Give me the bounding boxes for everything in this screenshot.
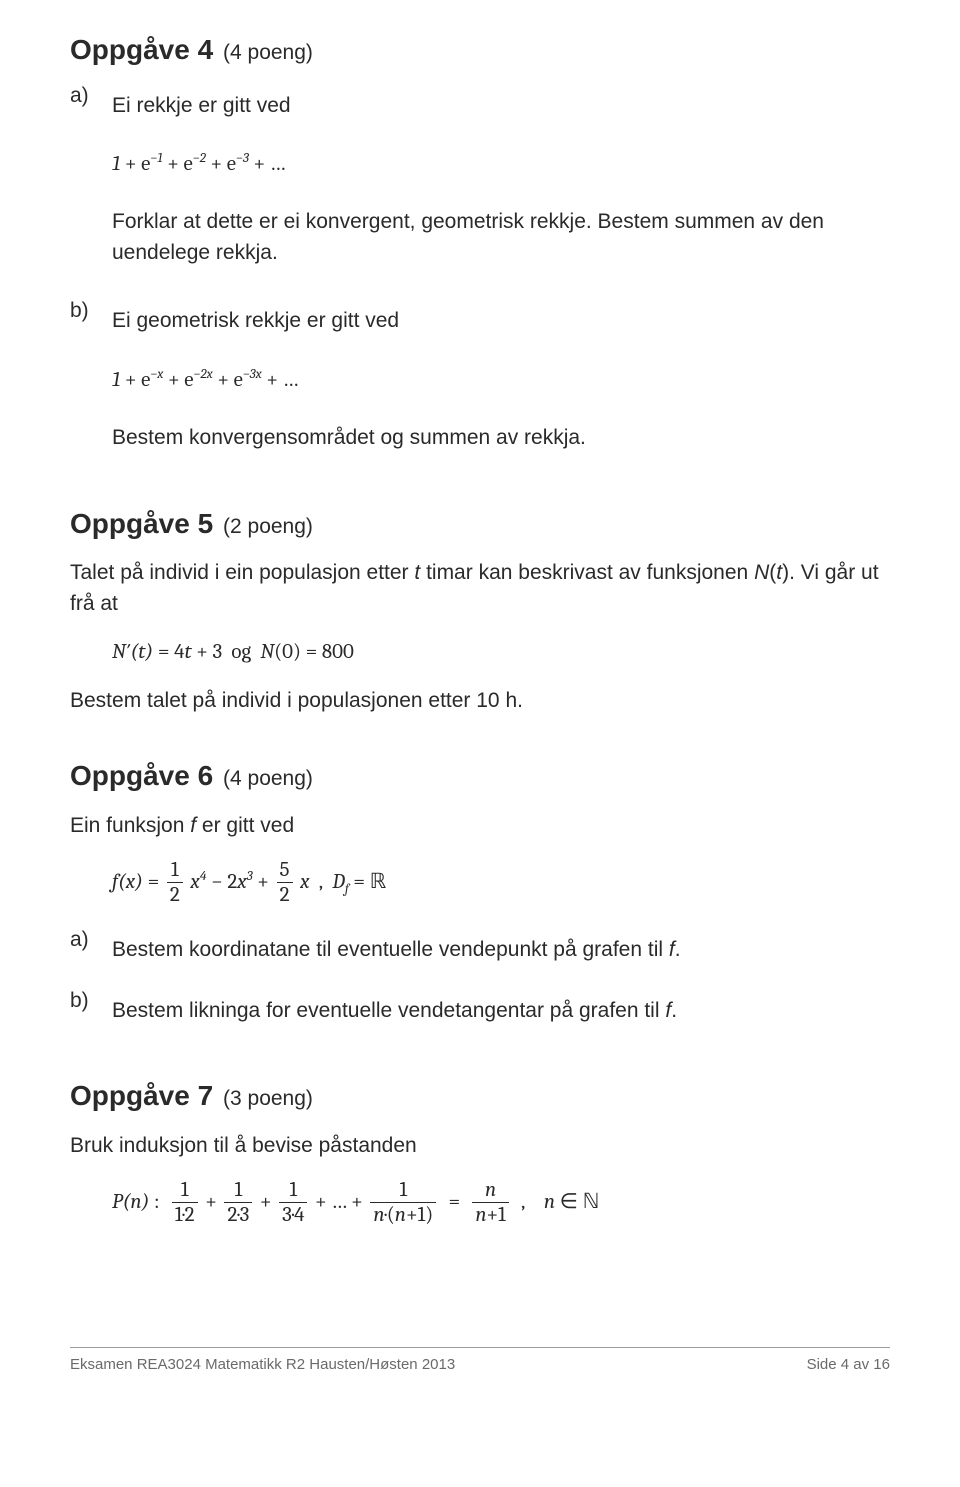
task-6-b-text: Bestem likninga for eventuelle vendetang… [112,996,890,1026]
task-6-header: Oppgåve 6 (4 poeng) [70,756,890,797]
task-4-b-text: Ei geometrisk rekkje er gitt ved [112,306,890,336]
task-4-a-formula: 1 + e−1 + e−2 + e−3 + … [112,149,890,179]
page-footer: Eksamen REA3024 Matematikk R2 Hausten/Hø… [70,1347,890,1376]
task-4-b-formula: 1 + e−x + e−2x + e−3x + … [112,365,890,395]
task-6-points: (4 poeng) [223,767,313,790]
task-4-a-cont: Forklar at dette er ei konvergent, geome… [70,197,890,278]
task-7: Oppgåve 7 (3 poeng) Bruk induksjon til å… [70,1076,890,1227]
task-6-text1: Ein funksjon f er gitt ved [70,811,890,841]
footer-left: Eksamen REA3024 Matematikk R2 Hausten/Hø… [70,1354,455,1376]
task-6-a-letter: a) [70,925,112,955]
task-5-formula: N′(t) = 4t + 3 og N(0) = 800 [112,637,890,667]
task-6-heading: Oppgåve 6 [70,760,213,791]
task-6: Oppgåve 6 (4 poeng) Ein funksjon f er gi… [70,756,890,1036]
task-5-header: Oppgåve 5 (2 poeng) [70,504,890,545]
task-5: Oppgåve 5 (2 poeng) Talet på individ i e… [70,504,890,716]
task-6-b-letter: b) [70,986,112,1016]
task-4-b-content: Ei geometrisk rekkje er gitt ved [112,296,890,346]
task-4-b-letter: b) [70,296,112,326]
footer-right: Side 4 av 16 [807,1354,890,1376]
task-4-a-letter: a) [70,81,112,111]
task-4-points: (4 poeng) [223,41,313,64]
task-7-text1: Bruk induksjon til å bevise påstanden [70,1131,890,1161]
task-5-heading: Oppgåve 5 [70,508,213,539]
task-7-formula: P(n) : 11·2 + 12·3 + 13·4 + … + 1n·(n+1)… [112,1179,890,1227]
task-6-a: a) Bestem koordinatane til eventuelle ve… [70,925,890,975]
task-4-header: Oppgåve 4 (4 poeng) [70,30,890,71]
task-4: Oppgåve 4 (4 poeng) a) Ei rekkje er gitt… [70,30,890,464]
task-6-formula: f(x) = 12 x4 − 2x3 + 52 x , Df = ℝ [112,859,890,907]
task-7-heading: Oppgåve 7 [70,1080,213,1111]
task-7-header: Oppgåve 7 (3 poeng) [70,1076,890,1117]
task-4-b: b) Ei geometrisk rekkje er gitt ved [70,296,890,346]
task-7-points: (3 poeng) [223,1087,313,1110]
task-5-text2: Bestem talet på individ i populasjonen e… [70,686,890,716]
task-6-b: b) Bestem likninga for eventuelle vendet… [70,986,890,1036]
task-5-points: (2 poeng) [223,515,313,538]
task-4-heading: Oppgåve 4 [70,34,213,65]
task-4-b-text2: Bestem konvergensområdet og summen av re… [112,423,890,453]
task-4-a-text2: Forklar at dette er ei konvergent, geome… [112,207,890,268]
task-4-a-content: Ei rekkje er gitt ved [112,81,890,131]
task-4-a: a) Ei rekkje er gitt ved [70,81,890,131]
task-6-a-text: Bestem koordinatane til eventuelle vende… [112,935,890,965]
task-5-text1: Talet på individ i ein populasjon etter … [70,558,890,619]
task-4-b-cont: Bestem konvergensområdet og summen av re… [70,413,890,463]
task-4-a-text: Ei rekkje er gitt ved [112,91,890,121]
